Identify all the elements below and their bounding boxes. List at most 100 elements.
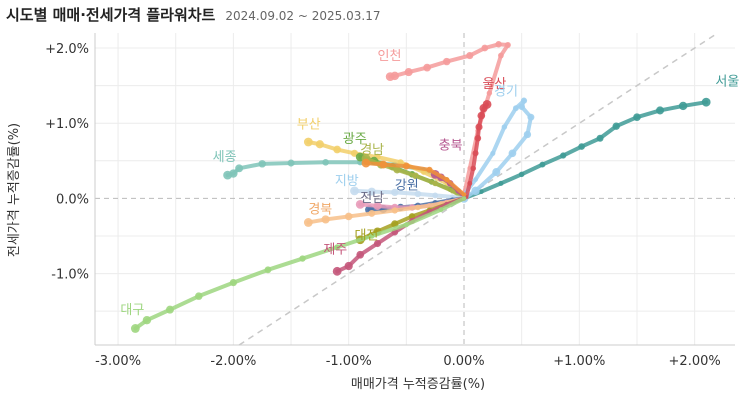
data-point — [223, 170, 233, 180]
data-point — [461, 192, 467, 197]
data-point — [539, 161, 546, 168]
data-point — [355, 200, 365, 209]
data-point — [498, 52, 504, 59]
data-point — [492, 168, 501, 177]
series-label: 제주 — [323, 242, 347, 257]
data-point — [350, 186, 359, 196]
data-point — [403, 222, 409, 228]
data-point — [235, 164, 244, 173]
data-point — [560, 152, 567, 159]
series-label: 경북 — [308, 202, 332, 217]
data-point — [379, 160, 388, 169]
data-point — [701, 97, 711, 107]
x-tick-label: -3.00% — [95, 354, 141, 369]
chart-header: 시도별 매매·전세가격 플라워차트 2024.09.02 ~ 2025.03.1… — [6, 4, 380, 26]
data-point — [334, 244, 341, 251]
data-point — [478, 189, 484, 195]
data-point — [344, 261, 353, 271]
data-point — [518, 103, 525, 110]
data-point — [490, 150, 496, 156]
data-point — [373, 201, 382, 210]
data-point — [426, 166, 433, 173]
chart-title: 시도별 매매·전세가격 플라워차트 — [6, 6, 216, 24]
y-axis-title: 전세가격 누적증감률(%) — [7, 123, 22, 257]
data-point — [322, 159, 329, 166]
data-point — [486, 90, 493, 96]
x-axis-title: 매매가격 누적증감률(%) — [351, 377, 485, 392]
data-point — [442, 57, 451, 66]
data-point — [498, 180, 504, 186]
data-point — [612, 122, 620, 130]
data-point — [678, 101, 688, 111]
data-point — [264, 266, 272, 274]
data-point — [367, 187, 376, 196]
data-point — [423, 63, 432, 72]
data-point — [287, 159, 295, 167]
data-point — [527, 113, 535, 121]
data-point — [432, 180, 439, 187]
series-label: 서울 — [715, 75, 739, 90]
data-point — [578, 143, 585, 150]
data-point — [165, 305, 174, 314]
data-point — [633, 113, 641, 122]
data-point — [523, 130, 532, 139]
data-point — [391, 188, 399, 197]
data-point — [344, 212, 353, 221]
x-tick-label: +2.00% — [669, 354, 721, 369]
data-point — [130, 324, 140, 333]
series-label: 강원 — [395, 178, 419, 193]
data-point — [350, 149, 359, 157]
data-point — [477, 111, 486, 120]
data-point — [461, 196, 467, 201]
y-tick-label: +2.0% — [45, 42, 89, 57]
y-tick-label: +1.0% — [45, 117, 89, 132]
series-label: 경남 — [360, 143, 384, 158]
data-point — [520, 97, 528, 104]
data-point — [415, 204, 421, 211]
x-tick-label: +1.00% — [553, 354, 605, 369]
data-point — [368, 233, 375, 239]
series-대구 — [130, 196, 467, 333]
series-label: 전남 — [360, 191, 384, 206]
series-울산 — [464, 100, 492, 200]
data-point — [471, 186, 480, 196]
data-point — [518, 171, 525, 178]
data-point — [508, 149, 517, 158]
x-tick-label: 0.00% — [443, 354, 484, 369]
series-label: 충북 — [439, 139, 463, 154]
data-point — [481, 44, 489, 52]
y-tick-label: -1.0% — [51, 268, 89, 283]
data-point — [356, 250, 365, 259]
reference-line — [238, 32, 719, 346]
data-point — [438, 207, 444, 213]
data-point — [656, 106, 665, 115]
data-point — [368, 209, 376, 217]
data-point — [303, 218, 313, 227]
series-label: 부산 — [297, 117, 321, 132]
data-point — [142, 315, 152, 325]
data-point — [472, 150, 479, 157]
data-point — [596, 134, 604, 142]
data-point — [385, 72, 395, 82]
data-point — [504, 41, 511, 49]
data-point — [258, 160, 266, 168]
x-tick-label: -2.00% — [210, 354, 256, 369]
data-point — [333, 145, 342, 154]
data-point — [229, 279, 237, 287]
data-point — [474, 134, 482, 142]
x-tick-labels: -3.00% -2.00% -1.00% 0.00% +1.00% +2.00% — [95, 354, 721, 369]
series-label: 경기 — [494, 84, 518, 99]
data-point — [482, 100, 492, 109]
series-line — [133, 196, 467, 331]
data-point — [315, 140, 324, 149]
date-range: 2024.09.02 ~ 2025.03.17 — [225, 9, 381, 23]
data-point — [501, 124, 508, 130]
series-제주 — [332, 196, 467, 276]
data-point — [373, 239, 382, 248]
series-label: 대구 — [120, 303, 144, 318]
data-point — [444, 176, 450, 183]
data-point — [299, 255, 306, 262]
data-point — [470, 165, 476, 172]
